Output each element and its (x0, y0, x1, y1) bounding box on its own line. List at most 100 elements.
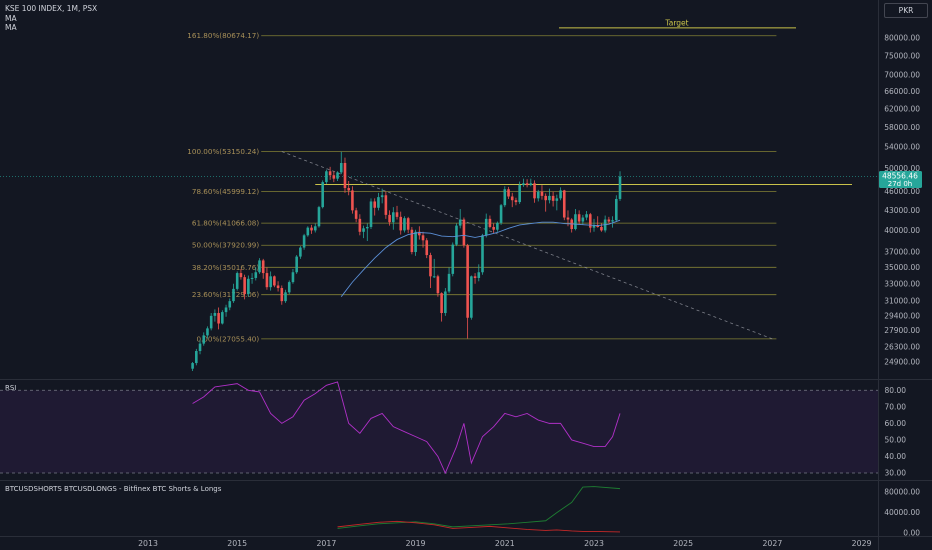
candle-body (507, 189, 510, 197)
candle-body (384, 195, 388, 215)
candle-body (600, 226, 603, 231)
fib-level-label: 38.20%(35016.76) (192, 263, 260, 272)
candle-body (369, 201, 373, 227)
candles (191, 151, 622, 372)
candle-body (477, 272, 481, 278)
candle-body (492, 226, 495, 230)
rsi-tick-label: 40.00 (885, 452, 907, 461)
price-tick-label: 58000.00 (884, 123, 920, 132)
candle-body (287, 282, 291, 293)
candle-body (585, 214, 588, 218)
candle-body (510, 196, 514, 201)
series-line-btcusdlongs (337, 520, 621, 533)
candle-body (198, 343, 202, 352)
candle-body (514, 200, 518, 203)
time-tick-label: 2021 (495, 539, 515, 548)
candle-body (462, 219, 466, 246)
candle-body (470, 276, 473, 318)
candle-body (533, 183, 536, 199)
price-tick-label: 29400.00 (884, 311, 920, 320)
time-tick-label: 2019 (406, 539, 426, 548)
candle-body (432, 276, 436, 278)
indicator-ma-1[interactable]: MA (5, 13, 17, 23)
time-tick-label: 2029 (852, 539, 872, 548)
candle-body (365, 226, 369, 229)
shorts-longs-tick-label: 40000.00 (884, 508, 920, 517)
candle-body (243, 277, 246, 295)
candle-body (339, 162, 343, 173)
candle-body (217, 313, 220, 324)
candle-body (596, 225, 600, 227)
price-tick-label: 75000.00 (884, 51, 920, 60)
candle-body (615, 198, 618, 221)
candle-body (499, 205, 503, 223)
candle-body (358, 218, 362, 232)
price-tick-label: 26300.00 (884, 342, 920, 351)
price-axis[interactable]: 80000.00 75000.00 70000.00 66000.00 62000.00… (879, 34, 922, 367)
candle-body (202, 335, 206, 344)
price-tick-label: 50000.00 (884, 164, 920, 173)
pane-labels: RSI BTCUSDSHORTS BTCUSDLONGS - Bitfinex … (5, 384, 222, 493)
candle-body (269, 276, 272, 288)
candle-body (588, 214, 592, 228)
indicator-ma-2[interactable]: MA (5, 23, 17, 32)
candle-body (551, 195, 555, 201)
series-line-btcusdshorts (337, 486, 621, 529)
price-tick-label: 66000.00 (884, 87, 920, 96)
candle-body (291, 272, 295, 283)
time-tick-label: 2017 (316, 539, 336, 548)
candle-body (559, 190, 562, 199)
price-tick-label: 24900.00 (884, 357, 920, 366)
candle-body (239, 273, 243, 278)
time-axis[interactable]: 2013 2015 2017 2019 2021 2023 2025 2027 2029 (138, 539, 871, 548)
candle-body (232, 288, 235, 302)
last-price-tag (879, 171, 922, 188)
candle-body (518, 185, 521, 203)
symbol-title[interactable]: KSE 100 INDEX, 1M, PSX (5, 4, 98, 13)
candle-body (574, 214, 577, 230)
candle-body (284, 292, 287, 302)
candle-body (436, 276, 440, 294)
candle-body (351, 190, 354, 211)
candle-body (418, 231, 421, 236)
candle-body (406, 218, 410, 230)
fib-retracement[interactable]: 161.80%(80674.17) 100.00%(53150.24) 78.60%… (187, 18, 852, 343)
time-tick-label: 2023 (584, 539, 604, 548)
price-tick-label: 27900.00 (884, 326, 920, 335)
candle-body (347, 188, 350, 191)
candle-body (273, 276, 276, 286)
candle-body (395, 212, 399, 217)
candle-body (191, 363, 194, 369)
price-tick-label: 54000.00 (884, 143, 920, 152)
candle-body (425, 240, 429, 256)
rsi-tick-label: 70.00 (885, 402, 907, 411)
candle-body (544, 195, 547, 201)
price-tick-label: 33000.00 (884, 279, 920, 288)
rsi-line (192, 381, 621, 475)
candle-body (221, 312, 224, 324)
candle-body (224, 307, 228, 313)
candle-body (392, 212, 395, 223)
candle-body (354, 210, 358, 219)
currency-button[interactable]: PKR (884, 3, 928, 18)
candle-body (228, 301, 232, 308)
candle-body (566, 217, 570, 220)
price-tick-label: 31000.00 (884, 297, 920, 306)
candle-body (328, 171, 332, 176)
candle-body (503, 189, 507, 206)
candle-body (261, 260, 265, 274)
rsi-tick-label: 60.00 (885, 419, 907, 428)
candle-body (444, 291, 447, 314)
candle-body (440, 293, 443, 314)
candle-body (276, 285, 280, 289)
candle-body (525, 183, 529, 186)
candle-body (536, 191, 540, 199)
price-tick-label: 80000.00 (884, 34, 920, 43)
candle-body (562, 190, 566, 218)
target-label: Target (664, 18, 688, 27)
candle-body (455, 225, 458, 245)
candle-body (302, 235, 306, 248)
candle-body (235, 273, 239, 289)
